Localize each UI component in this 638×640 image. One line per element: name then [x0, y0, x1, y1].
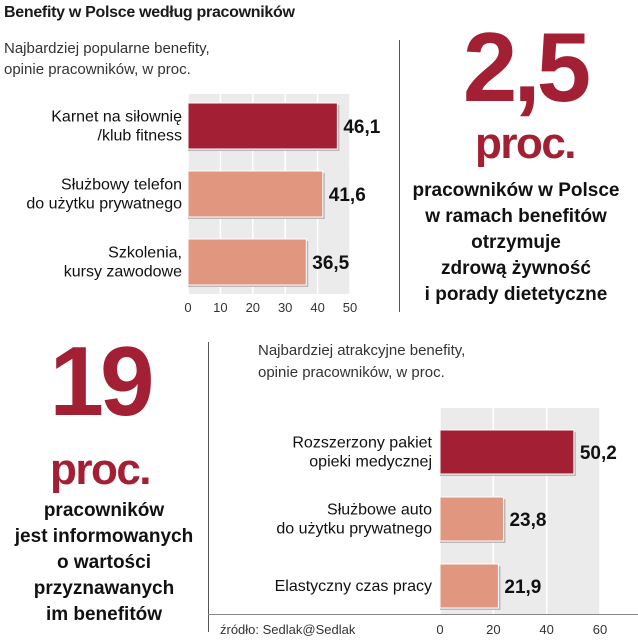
chart1-bar [187, 102, 338, 150]
chart1-tick-label: 40 [310, 300, 324, 315]
chart1-value-label: 36,5 [312, 253, 349, 274]
stat1-description: pracowników w Polsce w ramach benefitów … [396, 178, 636, 308]
chart2-category-label: Rozszerzony pakiet [292, 435, 432, 452]
stat2-unit: proc. [49, 445, 152, 494]
chart1-category-label: Karnet na siłownię [51, 109, 182, 126]
chart1-tick-label: 30 [278, 300, 292, 315]
source-note: źródło: Sedlak@Sedlak [220, 622, 356, 637]
stat1-line: zdrową żywność [441, 258, 591, 279]
stat1-number: 2,5 [462, 12, 591, 122]
divider-right-top [399, 40, 400, 312]
divider-source [208, 614, 638, 615]
chart2-category-label: opieki medycznej [309, 454, 432, 471]
chart2-value-label: 23,8 [509, 510, 546, 531]
chart1-category-label: do użytku prywatnego [26, 196, 182, 213]
chart1-tick-label: 50 [343, 300, 357, 315]
stat2-line: o wartości [57, 552, 151, 573]
stat1-line: pracowników w Polsce [412, 180, 620, 201]
divider-left-bottom [208, 342, 209, 632]
chart1-value-label: 41,6 [329, 185, 366, 206]
chart1-tick-label: 0 [184, 300, 191, 315]
chart1-subtitle-line-2: opinie pracowników, w proc. [4, 61, 191, 78]
stat2-line: im benefitów [45, 604, 163, 625]
stat2-line: pracowników [43, 500, 165, 521]
chart1-category-label: Szkolenia, [108, 245, 182, 262]
chart2-tick-label: 60 [593, 622, 607, 637]
chart2-bar [439, 563, 499, 609]
chart1-tick-label: 20 [246, 300, 260, 315]
stat2-line: jest informowanych [14, 526, 194, 547]
stat1-line: i porady dietetyczne [424, 284, 608, 305]
chart2-category-label: Elastyczny czas pracy [275, 578, 432, 595]
stat2-description: pracowników jest informowanych o wartośc… [0, 498, 208, 628]
chart2-tick-label: 20 [486, 622, 500, 637]
chart2-category-label: Służbowe auto [327, 502, 432, 519]
stat2-number: 19 [49, 326, 154, 436]
chart2-subtitle-line-2: opinie pracowników, w proc. [258, 364, 445, 381]
chart1-category-label: kursy zawodowe [64, 264, 182, 281]
chart2-tick-label: 0 [436, 622, 443, 637]
stat1-line: otrzymuje [471, 232, 561, 253]
chart1-subtitle-line-1: Najbardziej popularne benefity, [4, 40, 210, 57]
chart1-bar [187, 238, 307, 286]
chart2-value-label: 50,2 [580, 443, 617, 464]
chart1-category-label: /klub fitness [98, 128, 182, 145]
stat2-line: przyznawanych [33, 578, 175, 599]
chart1-bar [187, 170, 324, 218]
chart2-bar [439, 429, 575, 475]
chart2-category-label: do użytku prywatnego [276, 521, 432, 538]
chart2-bar [439, 496, 504, 542]
chart2-value-label: 21,9 [504, 577, 541, 598]
chart1-category-label: Służbowy telefon [61, 177, 182, 194]
stat1-unit: proc. [474, 119, 577, 168]
chart1-tick-label: 10 [213, 300, 227, 315]
stat1-line: w ramach benefitów [425, 206, 607, 227]
chart2-subtitle-line-1: Najbardziej atrakcyjne benefity, [258, 342, 466, 359]
chart1-value-label: 46,1 [343, 117, 380, 138]
chart2-tick-label: 40 [539, 622, 553, 637]
chart1-title: Benefity w Polsce według pracowników [4, 4, 295, 21]
